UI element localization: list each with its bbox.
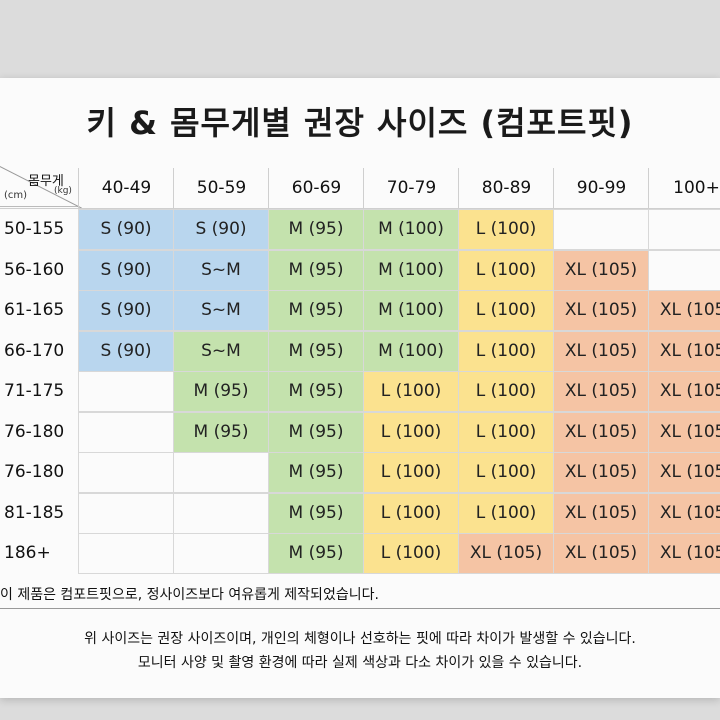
height-row-header: 76-180 — [4, 462, 65, 482]
size-cell: M (100) — [363, 330, 459, 372]
size-cell: S (90) — [173, 209, 269, 250]
height-unit: (cm) — [4, 190, 28, 201]
size-cell: XL (105) — [648, 452, 720, 493]
comfort-fit-note: 이 제품은 컴포트핏으로, 정사이즈보다 여유롭게 제작되었습니다. — [0, 587, 379, 603]
size-cell: L (100) — [363, 371, 459, 412]
size-chart-card: 키 & 몸무게별 권장 사이즈 (컴포트핏) 몸무게 (kg) (cm) 40-… — [0, 78, 720, 698]
color-disclaimer-note: 모니터 사양 및 촬영 환경에 따라 실제 색상과 다소 차이가 있을 수 있습… — [137, 655, 583, 671]
weight-column-header: 50-59 — [173, 168, 269, 208]
size-cell: M (95) — [173, 371, 269, 412]
weight-axis-label: 몸무게 — [28, 174, 64, 189]
corner-divider — [0, 166, 78, 207]
size-cell — [78, 452, 174, 493]
size-cell: XL (105) — [553, 249, 649, 291]
size-cell: M (100) — [363, 290, 459, 331]
weight-column-header: 90-99 — [553, 168, 649, 208]
size-cell — [648, 209, 720, 250]
size-cell — [648, 249, 720, 291]
size-cell: S~M — [173, 330, 269, 372]
size-cell: XL (105) — [648, 492, 720, 534]
size-cell: XL (105) — [553, 411, 649, 453]
weight-column-header: 70-79 — [363, 168, 459, 208]
size-cell: S (90) — [78, 330, 174, 372]
size-cell: XL (105) — [553, 290, 649, 331]
size-cell: M (95) — [173, 411, 269, 453]
height-row-header: 81-185 — [4, 502, 65, 523]
chart-title: 키 & 몸무게별 권장 사이즈 (컴포트핏) — [86, 104, 634, 142]
size-cell — [173, 452, 269, 493]
size-cell: S~M — [173, 249, 269, 291]
size-cell: XL (105) — [648, 371, 720, 412]
recommendation-note: 위 사이즈는 권장 사이즈이며, 개인의 체형이나 선호하는 핏에 따라 차이가… — [84, 631, 636, 647]
size-cell: XL (105) — [553, 492, 649, 534]
size-cell: M (95) — [268, 330, 364, 372]
size-cell: L (100) — [363, 452, 459, 493]
size-cell: L (100) — [458, 452, 554, 493]
size-cell: XL (105) — [553, 371, 649, 412]
height-row-header: 186+ — [4, 543, 51, 563]
size-cell — [78, 411, 174, 453]
size-cell: L (100) — [363, 492, 459, 534]
size-cell: M (100) — [363, 249, 459, 291]
size-cell: L (100) — [458, 209, 554, 250]
size-cell: M (95) — [268, 533, 364, 574]
size-cell: L (100) — [458, 492, 554, 534]
height-row-header: 61-165 — [4, 300, 65, 320]
size-cell: M (95) — [268, 452, 364, 493]
header-divider — [0, 208, 720, 209]
note-divider — [0, 608, 720, 609]
size-cell: S (90) — [78, 209, 174, 250]
height-row-header: 71-175 — [4, 381, 65, 401]
size-cell: L (100) — [458, 330, 554, 372]
weight-unit: (kg) — [54, 186, 72, 196]
size-cell: L (100) — [458, 249, 554, 291]
size-cell: S~M — [173, 290, 269, 331]
size-cell: XL (105) — [553, 533, 649, 574]
weight-column-header: 40-49 — [78, 168, 174, 208]
height-row-header: 66-170 — [4, 340, 65, 361]
size-cell: L (100) — [458, 411, 554, 453]
size-cell: L (100) — [458, 290, 554, 331]
size-cell: L (100) — [363, 533, 459, 574]
size-cell — [173, 492, 269, 534]
size-cell — [553, 209, 649, 250]
size-cell: M (95) — [268, 411, 364, 453]
height-row-header: 56-160 — [4, 259, 65, 280]
size-cell: L (100) — [458, 371, 554, 412]
size-cell: XL (105) — [553, 452, 649, 493]
height-row-header: 50-155 — [4, 219, 65, 239]
size-cell: S (90) — [78, 290, 174, 331]
size-cell — [78, 492, 174, 534]
height-row-header: 76-180 — [4, 421, 65, 442]
size-cell: XL (105) — [458, 533, 554, 574]
size-cell — [173, 533, 269, 574]
size-cell: L (100) — [363, 411, 459, 453]
size-cell — [78, 371, 174, 412]
size-cell: S (90) — [78, 249, 174, 291]
size-cell: M (95) — [268, 492, 364, 534]
size-cell: M (95) — [268, 371, 364, 412]
size-cell: XL (105) — [648, 533, 720, 574]
weight-column-header: 80-89 — [458, 168, 554, 208]
weight-column-header: 60-69 — [268, 168, 364, 208]
size-cell: M (100) — [363, 209, 459, 250]
size-cell: M (95) — [268, 290, 364, 331]
size-cell: M (95) — [268, 249, 364, 291]
size-cell — [78, 533, 174, 574]
size-cell: M (95) — [268, 209, 364, 250]
size-cell: XL (105) — [553, 330, 649, 372]
size-cell: XL (105) — [648, 330, 720, 372]
weight-column-header: 100+ — [648, 168, 720, 208]
size-cell: XL (105) — [648, 411, 720, 453]
size-cell: XL (105) — [648, 290, 720, 331]
